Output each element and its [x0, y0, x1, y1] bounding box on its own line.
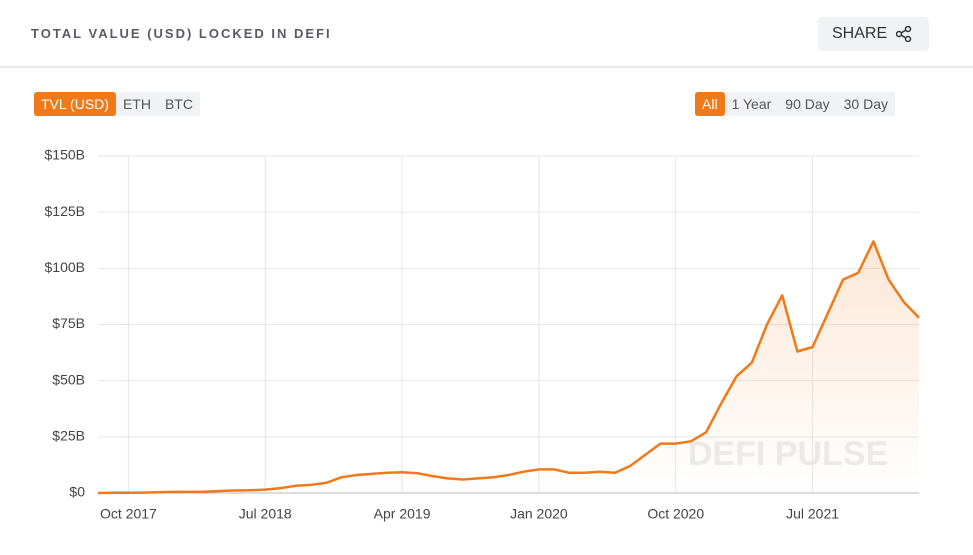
x-tick-label: Jul 2021 [786, 506, 839, 522]
area [98, 241, 919, 493]
x-tick-label: Apr 2019 [374, 506, 431, 522]
x-tick-label: Oct 2020 [647, 506, 704, 522]
x-tick-label: Jul 2018 [239, 506, 292, 522]
share-icon [896, 26, 912, 42]
header: TOTAL VALUE (USD) LOCKED IN DEFI SHARE [0, 0, 973, 68]
page-title: TOTAL VALUE (USD) LOCKED IN DEFI [31, 26, 332, 41]
share-label: SHARE [832, 25, 888, 42]
tab[interactable]: BTC [164, 96, 193, 112]
y-tick-label: $150B [45, 147, 85, 163]
line [97, 240, 920, 495]
tab[interactable]: 30 Day [843, 96, 888, 112]
watermark: DEFI PULSE [688, 435, 888, 473]
unit-tabs: TVL (USD) ETH BTC [34, 92, 200, 116]
tab[interactable]: 1 Year [731, 96, 772, 112]
y-tick-label: $125B [45, 203, 85, 219]
y-tick-label: $50B [52, 371, 85, 387]
x-tick-label: Jan 2020 [510, 506, 568, 522]
share-button[interactable]: SHARE [818, 17, 929, 51]
y-tick-label: $100B [45, 259, 85, 275]
tab[interactable]: 90 Day [785, 96, 830, 112]
tab[interactable]: ETH [122, 96, 151, 112]
range-tabs: All 1 Year 90 Day 30 Day [695, 92, 895, 116]
y-tick-label: $0 [69, 484, 85, 500]
tab[interactable]: TVL (USD) [34, 92, 116, 116]
y-tick-label: $25B [52, 428, 85, 444]
x-tick-label: Oct 2017 [100, 506, 157, 522]
y-tick-label: $75B [52, 315, 85, 331]
tab[interactable]: All [695, 92, 725, 116]
